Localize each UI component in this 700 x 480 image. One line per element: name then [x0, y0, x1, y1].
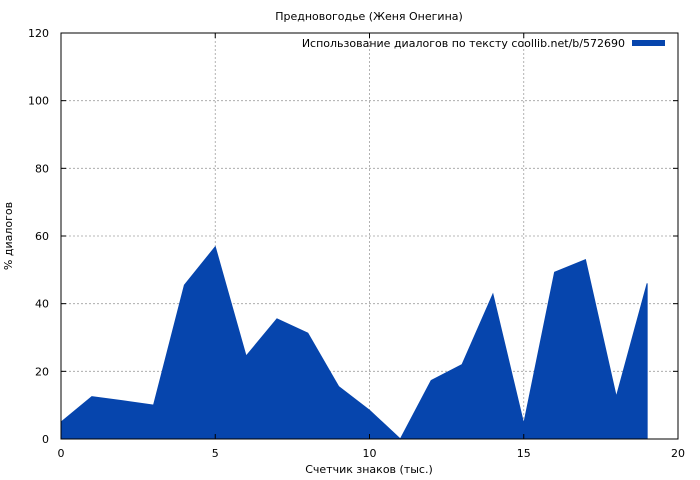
- y-tick-label: 40: [35, 298, 49, 311]
- x-tick-label: 10: [363, 447, 377, 460]
- plot-area: [60, 245, 648, 440]
- x-axis: 0 5 10 15 20: [58, 33, 685, 460]
- y-tick-label: 100: [28, 95, 49, 108]
- y-tick-label: 80: [35, 162, 49, 175]
- y-tick-label: 0: [42, 433, 49, 446]
- x-tick-label: 20: [671, 447, 685, 460]
- legend-label: Использование диалогов по тексту coollib…: [302, 37, 625, 50]
- chart-title: Предновогодье (Женя Онегина): [275, 10, 463, 23]
- x-tick-label: 0: [58, 447, 65, 460]
- grid: [61, 33, 678, 439]
- legend-swatch: [632, 40, 665, 46]
- y-tick-label: 120: [28, 27, 49, 40]
- y-tick-label: 60: [35, 230, 49, 243]
- y-tick-label: 20: [35, 365, 49, 378]
- y-axis-label: % диалогов: [2, 202, 15, 270]
- x-tick-label: 15: [517, 447, 531, 460]
- area-series-0: [60, 245, 648, 440]
- x-tick-label: 5: [212, 447, 219, 460]
- legend: Использование диалогов по тексту coollib…: [302, 37, 665, 50]
- x-axis-label: Счетчик знаков (тыс.): [305, 463, 433, 476]
- y-axis: 0 20 40 60 80 100 120: [28, 27, 678, 446]
